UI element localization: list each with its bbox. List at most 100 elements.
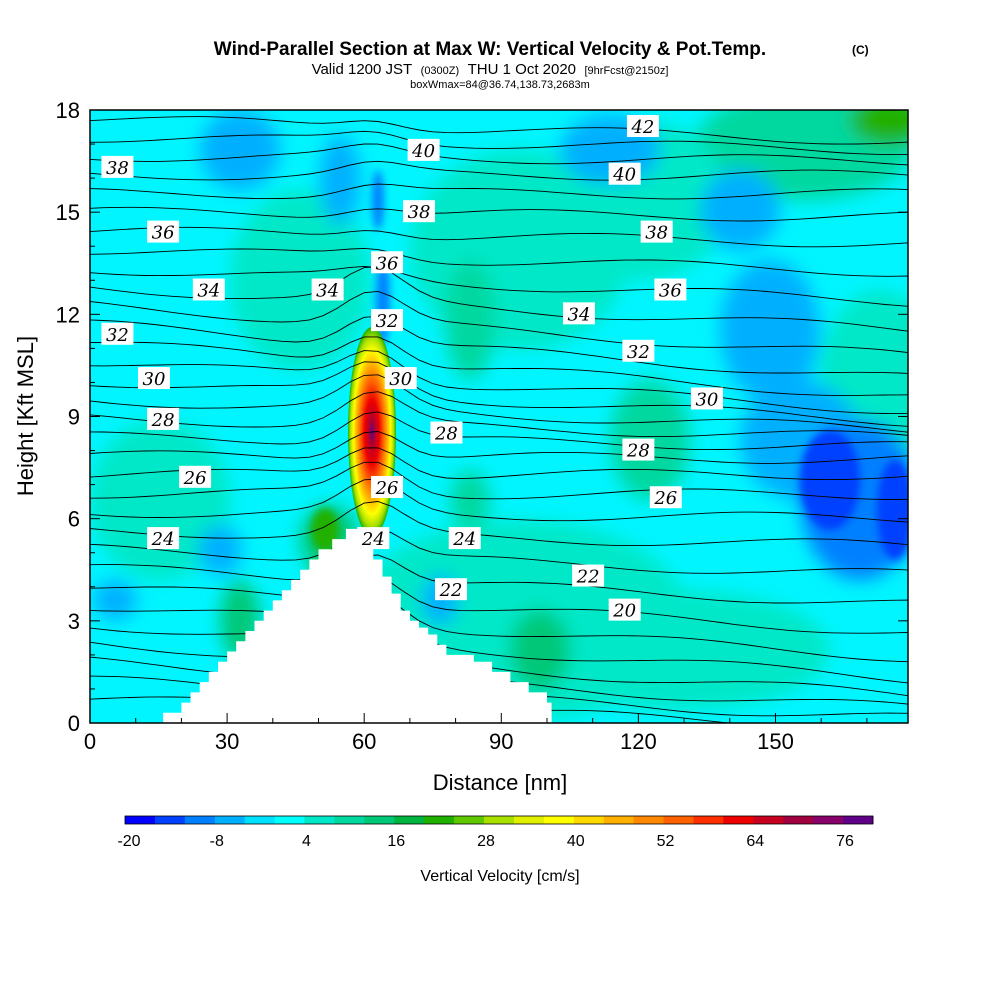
theta-contour-line <box>90 478 908 523</box>
colorbar-swatch <box>334 816 365 824</box>
y-tick-label: 15 <box>56 200 80 225</box>
colorbar-tick-label: 64 <box>746 833 764 850</box>
colorbar-swatch <box>454 816 485 824</box>
theta-contour-label: 24 <box>147 527 180 550</box>
theta-contour-line <box>90 527 908 574</box>
x-tick-label: 120 <box>620 729 657 754</box>
svg-text:36: 36 <box>659 280 682 301</box>
theta-contour-label: 38 <box>640 220 673 244</box>
theta-contour-label: 34 <box>562 302 595 325</box>
svg-text:26: 26 <box>183 468 207 489</box>
y-tick-label: 9 <box>68 405 80 430</box>
colorbar-swatch <box>304 816 335 824</box>
y-tick-label: 6 <box>68 507 80 532</box>
theta-contour-label: 26 <box>649 486 682 509</box>
theta-contour-label: 28 <box>622 438 655 462</box>
theta-contour-label: 28 <box>430 421 463 445</box>
colorbar-tick-label: 16 <box>387 833 405 850</box>
svg-text:24: 24 <box>151 529 175 550</box>
colorbar-swatch <box>274 816 306 824</box>
y-tick-label: 12 <box>56 302 80 327</box>
theta-contour-line <box>90 350 908 415</box>
colorbar-swatch <box>603 816 635 824</box>
colorbar-swatch <box>543 816 575 824</box>
theta-contour-label: 20 <box>608 598 641 622</box>
theta-contour-label: 30 <box>690 387 723 410</box>
x-tick-label: 30 <box>215 729 239 754</box>
svg-text:36: 36 <box>376 253 399 274</box>
y-tick-label: 0 <box>68 711 80 736</box>
colorbar-swatch <box>753 816 784 824</box>
theta-contour-line <box>90 361 908 427</box>
theta-contour-line <box>90 336 908 396</box>
theta-contour-lines <box>90 116 908 723</box>
theta-contour-label: 34 <box>192 278 225 301</box>
theta-contour-line <box>90 265 908 307</box>
x-axis-label: Distance [nm] <box>433 770 568 795</box>
theta-contour-label: 32 <box>622 339 655 363</box>
theta-contour-line <box>90 116 908 145</box>
theta-contour-label: 30 <box>137 367 170 390</box>
theta-contour-line <box>90 592 908 663</box>
theta-contour-line <box>90 501 908 547</box>
subtitle-forecast: [9hrFcst@2150z] <box>584 65 668 77</box>
theta-contour-label: 28 <box>147 407 180 431</box>
theta-contour-labels: 38 40 42 40 38 36 38 36 34 34 36 32 34 32 32 30 30 30 28 28… <box>101 115 723 622</box>
terrain-profile <box>163 528 552 723</box>
colorbar-swatch <box>184 816 216 824</box>
svg-text:32: 32 <box>627 342 650 363</box>
colorbar-swatch <box>783 816 814 824</box>
plot-area: 38 40 42 40 38 36 38 36 34 34 36 32 34 32 32 30 30 30 28 28… <box>90 110 908 723</box>
theta-contour-line <box>90 315 908 374</box>
svg-text:32: 32 <box>376 311 399 332</box>
theta-contour-label: 26 <box>179 465 212 489</box>
svg-text:30: 30 <box>389 369 412 390</box>
colorbar-swatch <box>633 816 665 824</box>
colorbar-tick-label: -20 <box>117 833 140 850</box>
colorbar-tick-label: 28 <box>477 833 495 850</box>
theta-contour-line <box>90 247 908 277</box>
theta-contour-label: 32 <box>371 309 404 332</box>
subtitle-utc: (0300Z) <box>421 65 460 77</box>
svg-text:28: 28 <box>626 441 650 462</box>
colorbar-swatch <box>723 816 754 824</box>
theta-contour-label: 24 <box>357 527 390 550</box>
y-tick-label: 3 <box>68 609 80 634</box>
y-axis-label: Height [Kft MSL] <box>13 336 38 496</box>
colorbar-tick-label: 76 <box>836 833 854 850</box>
chart-title: Wind-Parallel Section at Max W: Vertical… <box>214 39 766 60</box>
theta-contour-line <box>90 431 908 464</box>
x-tick-label: 90 <box>489 729 513 754</box>
theta-contour-line <box>90 143 908 166</box>
colorbar-swatch <box>364 816 395 824</box>
svg-text:32: 32 <box>106 325 129 346</box>
svg-text:22: 22 <box>576 567 600 588</box>
theta-contour-label: 22 <box>572 564 605 588</box>
colorbar: -20 -8 4 16 28 40 52 64 76 <box>117 815 874 850</box>
colorbar-swatch <box>394 816 425 824</box>
svg-text:36: 36 <box>152 223 175 244</box>
theta-contour-line <box>90 290 908 354</box>
svg-text:40: 40 <box>612 165 636 186</box>
colorbar-tick-label: 40 <box>567 833 585 850</box>
svg-text:30: 30 <box>695 389 718 410</box>
theta-contour-line <box>90 391 908 438</box>
theta-contour-label: 24 <box>448 527 481 550</box>
subtitle-valid: Valid 1200 JST <box>312 61 413 78</box>
theta-contour-line <box>90 183 908 200</box>
x-tick-label: 60 <box>352 729 376 754</box>
svg-text:26: 26 <box>653 488 677 509</box>
colorbar-swatch <box>484 816 515 824</box>
svg-text:28: 28 <box>151 410 175 431</box>
theta-contour-label: 22 <box>435 578 468 601</box>
x-tick-label: 0 <box>84 729 96 754</box>
theta-contour-line <box>90 447 908 481</box>
colorbar-swatch <box>693 816 724 824</box>
svg-text:24: 24 <box>361 529 385 550</box>
theta-contour-label: 26 <box>371 476 404 499</box>
theta-contour-line <box>90 608 908 684</box>
theta-contour-line <box>90 266 908 332</box>
colorbar-swatch <box>663 816 694 824</box>
theta-contour-label: 42 <box>626 115 659 138</box>
